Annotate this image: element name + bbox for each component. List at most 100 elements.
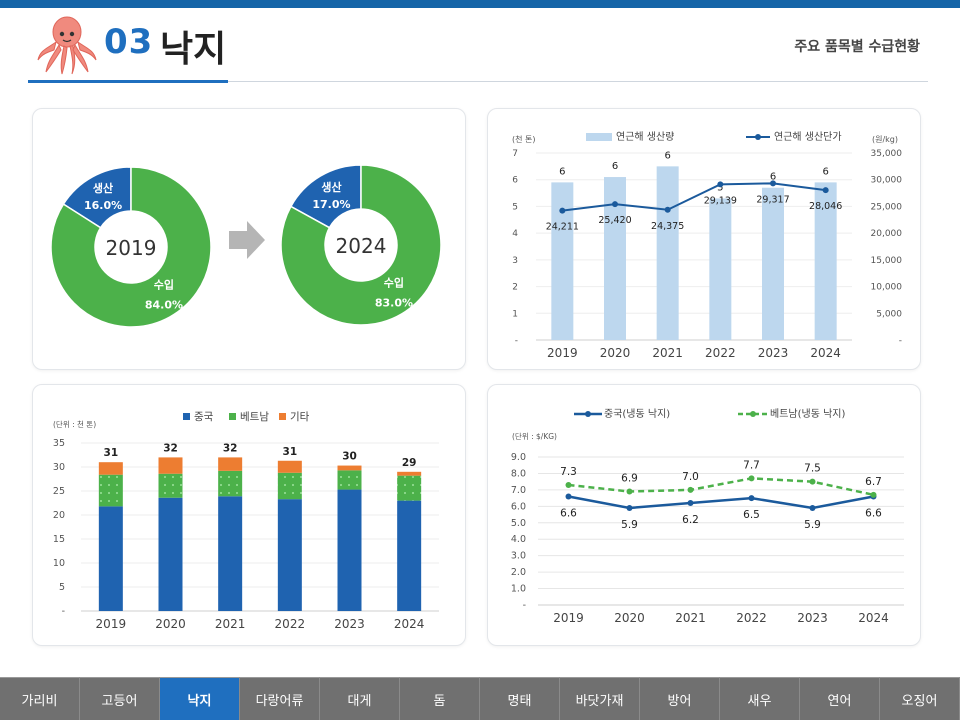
y-tick: 20 [53,510,65,521]
line-point [809,504,816,511]
y-tick: 3.0 [511,551,526,562]
donut-pct-production: 16.0% [84,199,122,212]
legend-vietnam: 베트남(냉동 낙지) [770,408,845,420]
nav-item-4[interactable]: 대게 [320,677,400,720]
x-tick: 2022 [275,617,306,631]
y-unit-right: (원/kg) [872,135,898,144]
nav-item-3[interactable]: 다랑어류 [240,677,320,720]
price-label: 24,375 [651,221,684,232]
china-segment [337,489,362,611]
y-tick-right: 15,000 [871,256,903,266]
other-segment [158,457,183,474]
vietnam-line [568,477,874,497]
line-value-label: 7.7 [743,459,760,471]
price-point [559,207,566,214]
donut-pct-production: 17.0% [312,198,350,211]
price-line [562,182,826,212]
y-tick: 10 [53,558,65,569]
vietnam-segment [277,472,302,500]
production-bar-label: 5 [717,182,723,193]
donut-2019: 2019 생산 16.0% 수입 84.0% [50,166,212,328]
y-tick: 2.0 [511,567,526,578]
y-tick-right: 10,000 [871,283,903,293]
legend-swatch [183,413,190,420]
x-tick: 2019 [96,617,127,631]
donut-label-import: 수입 [154,278,174,291]
y-unit: (단위 : $/KG) [512,431,557,441]
arrow-right-icon [229,221,265,259]
line-value-label: 6.6 [865,507,882,519]
y-tick: 15 [53,534,65,545]
donut-year-label: 2024 [336,234,387,258]
nav-item-11[interactable]: 오징어 [880,677,960,720]
donut-label-production: 생산 [321,180,341,194]
y-tick-right: - [899,336,902,346]
y-tick: 4.0 [511,534,526,545]
line-value-label: 7.5 [804,463,821,475]
production-price-panel: (천 톤) (원/kg) - 1 2 3 4 5 6 7 - 5,000 10,000 15,000 20,… [487,108,921,370]
y-tick: 30 [53,462,65,473]
production-bar [814,182,837,340]
line-value-label: 6.5 [743,509,760,521]
price-point [664,206,671,213]
y-tick: 5 [59,582,65,593]
production-bar [709,198,732,340]
import-volume-chart: (단위 : 천 톤) - 5 10 15 20 25 30 35 31 2019 32 2020 32 20… [53,411,439,631]
donut-pct-import: 83.0% [375,296,413,309]
price-point [822,187,829,194]
legend-marker-china [585,411,591,417]
line-value-label: 5.9 [804,519,821,531]
x-tick: 2019 [547,346,578,360]
x-tick: 2024 [810,346,841,360]
line-value-label: 6.2 [682,514,699,526]
line-value-label: 6.6 [560,507,577,519]
production-bar [656,166,679,340]
other-segment [277,460,302,473]
donut-label-import: 수입 [384,276,404,289]
x-tick: 2020 [614,611,645,625]
legend-label: 중국 [194,411,214,423]
total-label: 31 [104,447,119,459]
other-segment [337,465,362,471]
donut-segment-import [50,166,212,328]
donut-2024: 2024 생산 17.0% 수입 83.0% [280,164,442,326]
donut-segment-import [280,164,442,326]
y-tick-right: 5,000 [876,309,902,319]
y-tick: 35 [53,438,65,449]
china-segment [218,496,243,611]
vietnam-segment [337,470,362,490]
total-label: 29 [402,457,417,469]
vietnam-segment [98,474,123,507]
nav-item-0[interactable]: 가리비 [0,677,80,720]
donut-pct-import: 84.0% [145,298,183,311]
legend-swatch [279,413,286,420]
line-point [565,493,572,500]
nav-item-10[interactable]: 연어 [800,677,880,720]
nav-item-2[interactable]: 낙지 [160,677,240,720]
production-bar-label: 6 [822,166,828,177]
nav-item-9[interactable]: 새우 [720,677,800,720]
y-tick-right: 20,000 [871,229,903,239]
donut-label-production: 생산 [93,181,113,195]
top-accent-bar [0,0,960,8]
y-tick: 5.0 [511,518,526,529]
y-tick: 7.0 [511,485,526,496]
nav-item-8[interactable]: 방어 [640,677,720,720]
china-line [568,495,874,510]
x-tick: 2024 [394,617,425,631]
other-segment [397,471,422,476]
nav-item-6[interactable]: 명태 [480,677,560,720]
line-point [748,495,755,502]
legend-marker-price [755,134,761,140]
legend-production: 연근해 생산량 [616,130,674,143]
x-tick: 2022 [705,346,736,360]
x-tick: 2021 [675,611,706,625]
nav-item-7[interactable]: 바닷가재 [560,677,640,720]
line-value-label: 6.7 [865,476,882,488]
nav-item-1[interactable]: 고등어 [80,677,160,720]
line-point [687,500,694,507]
nav-item-5[interactable]: 돔 [400,677,480,720]
y-tick-right: 35,000 [871,149,903,159]
legend-label: 기타 [290,411,310,423]
total-label: 31 [283,446,298,458]
